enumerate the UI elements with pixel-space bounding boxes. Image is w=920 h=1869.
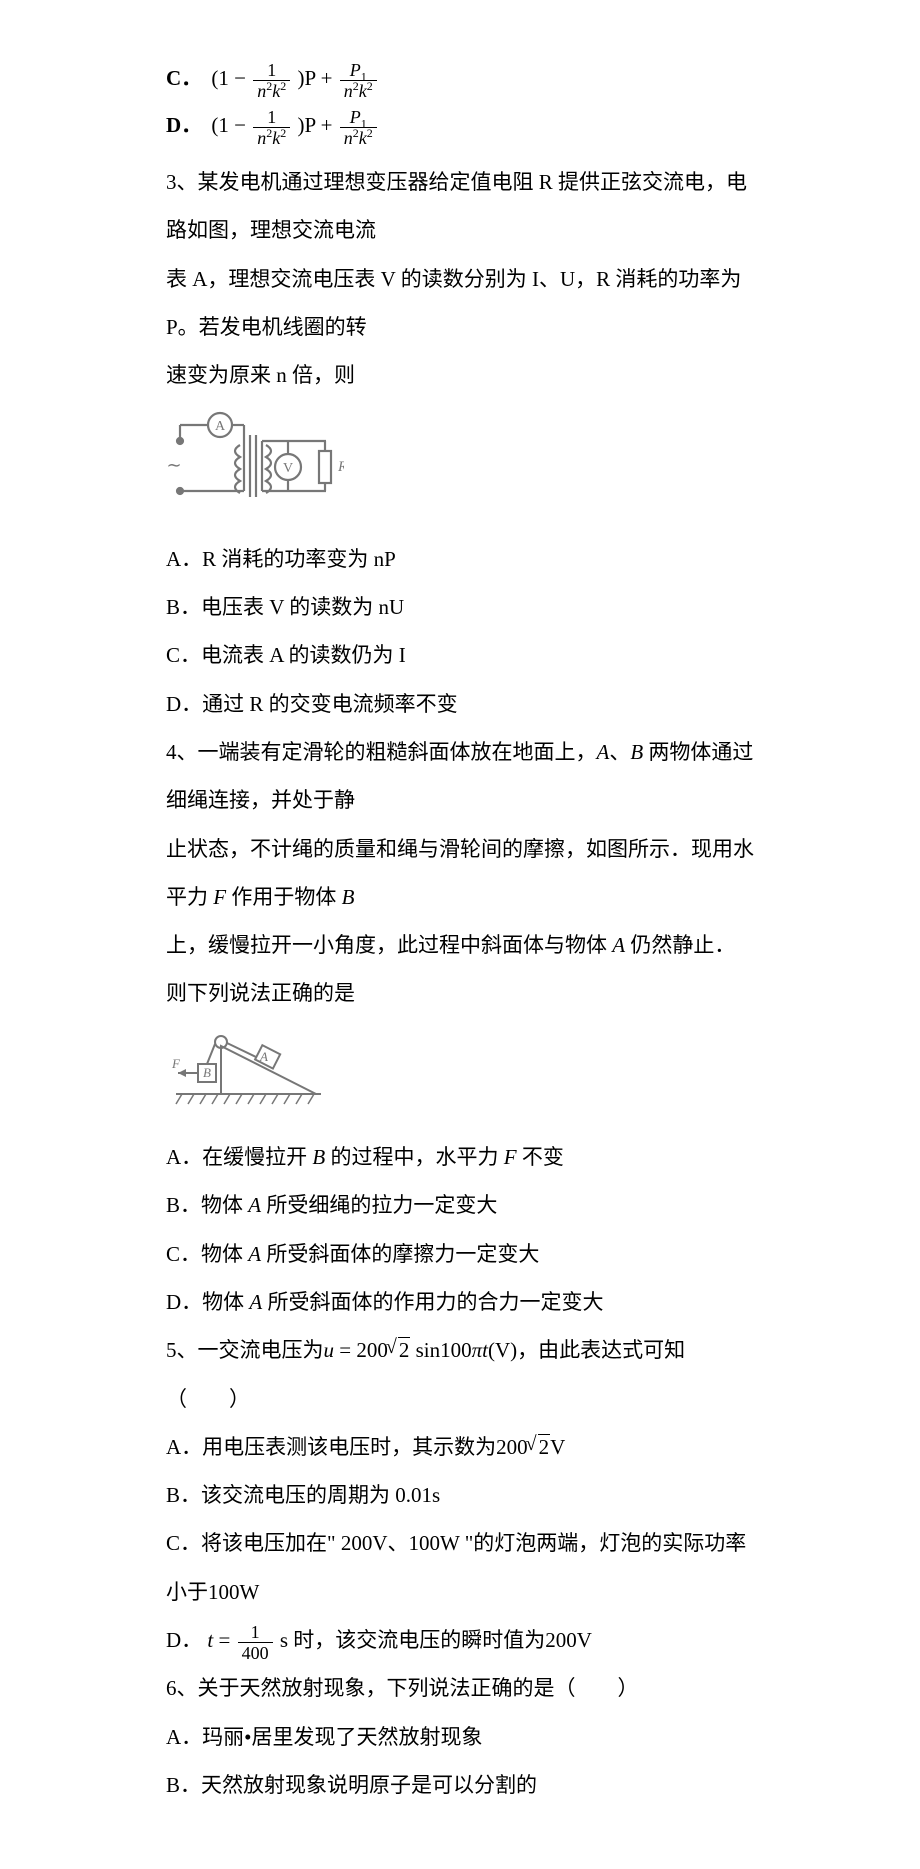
- q4-line2: 止状态，不计绳的质量和绳与滑轮间的摩擦，如图所示．现用水平力 F 作用于物体 B: [166, 825, 756, 922]
- q3-optA: A．R 消耗的功率变为 nP: [166, 535, 756, 583]
- q4-optD: D．物体 A 所受斜面体的作用力的合力一定变大: [166, 1278, 756, 1326]
- q4-incline-svg: B A F: [166, 1024, 326, 1110]
- q3-circuit-svg: A V R ∼: [166, 405, 344, 511]
- q4-line3: 上，缓慢拉开一小角度，此过程中斜面体与物体 A 仍然静止．则下列说法正确的是: [166, 921, 756, 1018]
- q3-optC: C．电流表 A 的读数仍为 I: [166, 631, 756, 679]
- q5-optB: B．该交流电压的周期为 0.01s: [166, 1471, 756, 1519]
- option-c: C． (1 − 1 n2k2 )P + P1 n2k2: [166, 60, 756, 101]
- q4-optA: A．在缓慢拉开 B 的过程中，水平力 F 不变: [166, 1133, 756, 1181]
- q3-figure: A V R ∼: [166, 405, 756, 528]
- svg-text:∼: ∼: [166, 455, 181, 475]
- option-c-expr: (1 − 1 n2k2 )P + P1 n2k2: [211, 66, 378, 90]
- q4-figure: B A F: [166, 1024, 756, 1127]
- q5-optD: D． t = 1400 s 时，该交流电压的瞬时值为200V: [166, 1616, 756, 1664]
- svg-text:F: F: [171, 1056, 181, 1071]
- q4-optC: C．物体 A 所受斜面体的摩擦力一定变大: [166, 1230, 756, 1278]
- option-d-expr: (1 − 1 n2k2 )P + P1 n2k2: [211, 113, 378, 137]
- q4-optB: B．物体 A 所受细绳的拉力一定变大: [166, 1181, 756, 1229]
- svg-text:V: V: [283, 461, 293, 476]
- q6-optB: B．天然放射现象说明原子是可以分割的: [166, 1761, 756, 1809]
- svg-text:A: A: [259, 1049, 268, 1064]
- svg-text:R: R: [337, 459, 344, 475]
- q4-line1: 4、一端装有定滑轮的粗糙斜面体放在地面上，A、B 两物体通过细绳连接，并处于静: [166, 728, 756, 825]
- q3-line3: 速变为原来 n 倍，则: [166, 351, 756, 399]
- q6-stem: 6、关于天然放射现象，下列说法正确的是（ ）: [166, 1664, 756, 1712]
- q5-optC: C．将该电压加在" 200V、100W "的灯泡两端，灯泡的实际功率小于100W: [166, 1519, 756, 1616]
- q3-line1: 3、某发电机通过理想变压器给定值电阻 R 提供正弦交流电，电路如图，理想交流电流: [166, 158, 756, 255]
- svg-text:A: A: [215, 419, 226, 434]
- option-d-label: D．: [166, 113, 202, 137]
- q3-optB: B．电压表 V 的读数为 nU: [166, 583, 756, 631]
- q3-line2: 表 A，理想交流电压表 V 的读数分别为 I、U，R 消耗的功率为 P。若发电机…: [166, 255, 756, 352]
- option-c-label: C．: [166, 66, 202, 90]
- q3-optD: D．通过 R 的交变电流频率不变: [166, 680, 756, 728]
- q5-optA: A．用电压表测该电压时，其示数为200√2V: [166, 1423, 756, 1471]
- q5-stem: 5、一交流电压为u = 200√2 sin100πt(V)，由此表达式可知（ ）: [166, 1326, 756, 1423]
- q6-optA: A．玛丽•居里发现了天然放射现象: [166, 1713, 756, 1761]
- option-d: D． (1 − 1 n2k2 )P + P1 n2k2: [166, 107, 756, 148]
- svg-text:B: B: [203, 1065, 211, 1080]
